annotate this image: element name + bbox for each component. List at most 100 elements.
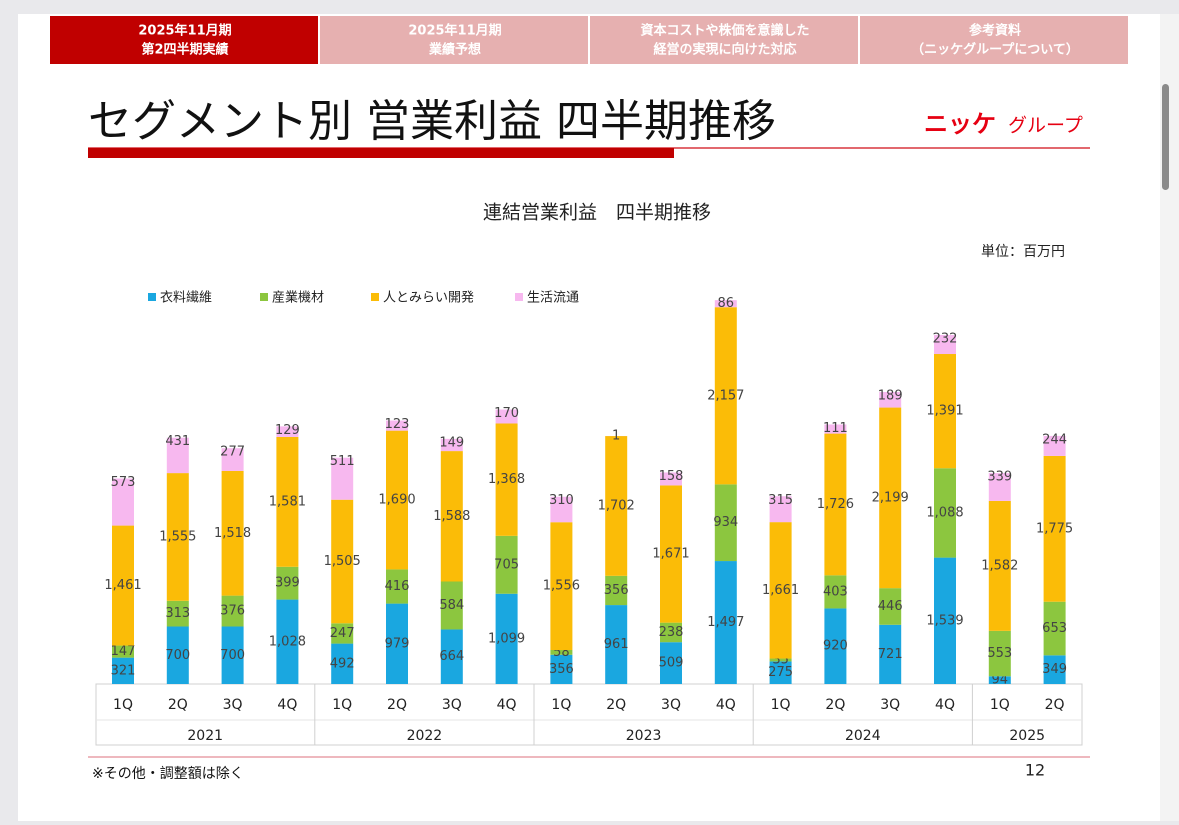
data-label: 399 (275, 576, 300, 591)
data-label: 189 (878, 389, 903, 404)
data-label: 653 (1042, 621, 1067, 636)
data-label: 1,539 (926, 613, 963, 628)
data-label: 664 (439, 649, 464, 664)
data-label: 1 (612, 429, 620, 444)
data-label: 511 (330, 454, 355, 469)
x-tick-label: 3Q (661, 697, 681, 713)
data-label: 1,368 (488, 472, 525, 487)
data-label: 1,497 (707, 615, 744, 630)
data-label: 721 (878, 647, 903, 662)
data-label: 1,555 (159, 529, 196, 544)
logo-main: ニッケ (924, 110, 996, 138)
page-number: 12 (1025, 761, 1045, 780)
data-label: 705 (494, 557, 519, 572)
title-underline (88, 148, 674, 158)
data-label: 1,391 (926, 404, 963, 419)
data-label: 1,028 (269, 634, 306, 649)
data-label: 147 (111, 644, 136, 659)
data-label: 584 (439, 598, 464, 613)
data-label: 492 (330, 656, 355, 671)
data-label: 1,775 (1036, 521, 1073, 536)
x-tick-label: 1Q (771, 697, 791, 713)
legend-label: 衣料繊維 (160, 290, 212, 306)
data-label: 2,157 (707, 388, 744, 403)
data-label: 86 (718, 296, 735, 311)
x-tick-label: 1Q (551, 697, 571, 713)
group-label: 2021 (187, 728, 223, 744)
data-label: 310 (549, 493, 574, 508)
data-label: 1,461 (104, 578, 141, 593)
data-label: 313 (165, 606, 190, 621)
data-label: 934 (713, 515, 738, 530)
data-label: 1,726 (817, 497, 854, 512)
data-label: 149 (439, 435, 464, 450)
scrollbar-thumb[interactable] (1162, 84, 1169, 190)
legend-label: 産業機材 (272, 290, 324, 306)
data-label: 111 (823, 421, 848, 436)
data-label: 573 (111, 475, 136, 490)
group-label: 2023 (626, 728, 662, 744)
data-label: 509 (659, 656, 684, 671)
x-tick-label: 2Q (387, 697, 407, 713)
legend-swatch (371, 293, 379, 301)
legend-swatch (148, 293, 156, 301)
data-label: 1,518 (214, 526, 251, 541)
x-tick-label: 3Q (880, 697, 900, 713)
x-tick-label: 2Q (1045, 697, 1065, 713)
data-label: 349 (1042, 662, 1067, 677)
data-label: 1,099 (488, 631, 525, 646)
tab-label: （ニッケグループについて） (911, 42, 1079, 58)
x-tick-label: 3Q (442, 697, 462, 713)
data-label: 1,588 (433, 509, 470, 524)
data-label: 416 (385, 579, 410, 594)
tab-label: 経営の実現に向けた対応 (653, 42, 796, 58)
data-label: 446 (878, 599, 903, 614)
slide-title: セグメント別 営業利益 四半期推移 (88, 96, 776, 147)
unit-label: 単位：百万円 (981, 244, 1065, 260)
logo-sub: グループ (1008, 115, 1083, 137)
data-label: 244 (1042, 432, 1067, 447)
data-label: 1,505 (324, 554, 361, 569)
data-label: 238 (659, 625, 684, 640)
x-tick-label: 2Q (168, 697, 188, 713)
data-label: 920 (823, 639, 848, 654)
tab-label: 業績予想 (428, 42, 481, 58)
data-label: 247 (330, 626, 355, 641)
data-label: 339 (987, 470, 1012, 485)
group-label: 2022 (407, 728, 443, 744)
data-label: 431 (165, 434, 190, 449)
tab-label: 参考資料 (969, 23, 1021, 39)
data-label: 1,582 (981, 558, 1018, 573)
x-tick-label: 1Q (332, 697, 352, 713)
tab-label: 2025年11月期 (138, 23, 231, 39)
tab-label: 資本コストや株価を意識した (640, 23, 809, 39)
data-label: 961 (604, 637, 629, 652)
data-label: 1,702 (598, 498, 635, 513)
data-label: 356 (604, 583, 629, 598)
x-tick-label: 1Q (990, 697, 1010, 713)
data-label: 700 (220, 648, 245, 663)
data-label: 376 (220, 604, 245, 619)
data-label: 321 (111, 663, 136, 678)
footer-note: ※その他・調整額は除く (92, 766, 244, 782)
group-label: 2024 (845, 728, 881, 744)
group-label: 2025 (1009, 728, 1045, 744)
data-label: 700 (165, 648, 190, 663)
x-tick-label: 4Q (497, 697, 517, 713)
data-label: 2,199 (872, 490, 909, 505)
data-label: 1,088 (926, 505, 963, 520)
data-label: 129 (275, 423, 300, 438)
legend-swatch (515, 293, 523, 301)
data-label: 232 (933, 331, 958, 346)
tab-label: 2025年11月期 (408, 23, 501, 39)
data-label: 1,556 (543, 579, 580, 594)
x-tick-label: 2Q (825, 697, 845, 713)
data-label: 403 (823, 584, 848, 599)
x-tick-label: 1Q (113, 697, 133, 713)
data-label: 1,671 (652, 547, 689, 562)
legend-label: 生活流通 (527, 291, 579, 306)
x-tick-label: 2Q (606, 697, 626, 713)
data-label: 1,661 (762, 583, 799, 598)
